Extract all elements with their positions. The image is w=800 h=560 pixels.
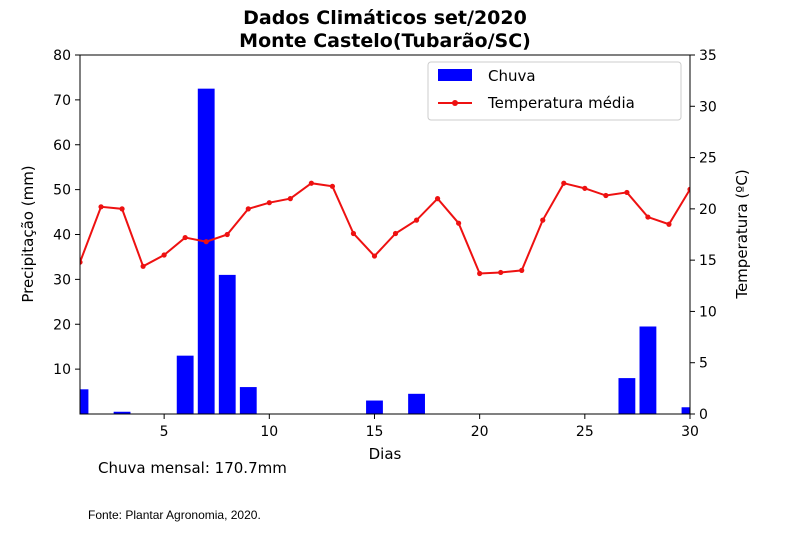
monthly-rain-annotation: Chuva mensal: 170.7mm	[98, 459, 287, 477]
right-tick-label: 15	[699, 253, 717, 269]
temperature-point	[224, 231, 230, 238]
source-note: Fonte: Plantar Agronomia, 2020.	[88, 508, 261, 522]
right-tick-label: 25	[699, 151, 717, 167]
rain-bar	[408, 393, 425, 414]
x-tick-label: 25	[576, 424, 594, 440]
temperature-point	[603, 192, 609, 199]
temperature-line	[80, 180, 690, 277]
temperature-point	[80, 259, 83, 265]
temperature-point	[687, 186, 690, 192]
rain-bar	[218, 274, 236, 414]
rain-bar	[80, 389, 89, 414]
temperature-point	[645, 214, 651, 220]
temperature-point	[666, 221, 672, 227]
left-tick-label: 50	[53, 183, 71, 199]
rain-bar	[197, 88, 215, 414]
left-axis-label: Precipitação (mm)	[19, 165, 37, 302]
left-tick-label: 70	[53, 93, 71, 109]
left-tick-label: 20	[53, 317, 71, 333]
temperature-point	[477, 270, 483, 277]
temperature-series-line	[80, 182, 690, 275]
temperature-point	[266, 200, 272, 206]
temperature-point	[287, 196, 293, 202]
chart-title-line2: Monte Castelo(Tubarão/SC)	[239, 30, 531, 52]
left-tick-label: 60	[53, 138, 71, 154]
legend-box	[427, 61, 682, 121]
x-tick-label: 10	[260, 424, 278, 440]
temperature-point	[140, 263, 146, 269]
right-tick-label: 5	[699, 356, 708, 372]
rain-bar	[618, 378, 636, 414]
rain-bars	[80, 88, 690, 414]
left-tick-label: 80	[53, 48, 71, 64]
temperature-point	[308, 180, 314, 186]
right-tick-label: 0	[699, 407, 708, 423]
right-axis-ticks: 0 5 10 15 20 25 30 35	[690, 48, 717, 423]
legend-temperature-marker	[452, 100, 458, 106]
temperature-point	[540, 217, 546, 223]
temperature-point	[161, 252, 167, 258]
temperature-point	[350, 230, 357, 237]
right-tick-label: 35	[699, 48, 717, 64]
temperature-point	[371, 253, 378, 259]
temperature-point	[582, 185, 588, 191]
temperature-point	[329, 183, 336, 189]
legend-rain-swatch	[438, 69, 472, 81]
rain-bar	[113, 411, 131, 414]
temperature-point	[245, 206, 251, 212]
x-tick-label: 15	[366, 424, 384, 440]
right-axis-label: Temperatura (ºC)	[733, 169, 751, 299]
temperature-point	[624, 189, 630, 196]
left-axis-ticks: 10 20 30 40 50 60 70 80	[53, 48, 80, 378]
legend-temperature-label: Temperatura média	[487, 94, 635, 112]
right-tick-label: 10	[699, 304, 717, 320]
rain-bar	[239, 387, 257, 414]
right-tick-label: 30	[699, 99, 717, 115]
left-tick-label: 10	[53, 362, 71, 378]
temperature-point	[98, 204, 104, 210]
temperature-point	[561, 180, 567, 186]
rain-bar	[176, 355, 194, 414]
temperature-point	[392, 230, 399, 237]
x-tick-label: 5	[160, 424, 169, 440]
rain-bar	[681, 407, 690, 414]
x-tick-label: 30	[681, 424, 699, 440]
temperature-point	[434, 196, 441, 202]
temperature-point	[519, 267, 525, 273]
legend-rain-label: Chuva	[488, 67, 536, 85]
temperature-point	[413, 217, 420, 223]
temperature-point	[456, 220, 462, 226]
left-tick-label: 30	[53, 272, 71, 288]
temperature-point	[182, 234, 188, 241]
x-axis-ticks: 5 10 15 20 25 30	[160, 414, 699, 440]
x-tick-label: 20	[471, 424, 489, 440]
left-tick-label: 40	[53, 228, 71, 244]
temperature-point	[203, 239, 209, 245]
x-axis-label: Dias	[369, 445, 402, 463]
rain-bar	[366, 400, 383, 414]
temperature-point	[119, 206, 125, 212]
chart-title-line1: Dados Climáticos set/2020	[243, 7, 527, 29]
rain-bar	[639, 326, 657, 414]
right-tick-label: 20	[699, 202, 717, 218]
legend: Chuva Temperatura média	[427, 61, 682, 121]
temperature-point	[498, 269, 504, 276]
